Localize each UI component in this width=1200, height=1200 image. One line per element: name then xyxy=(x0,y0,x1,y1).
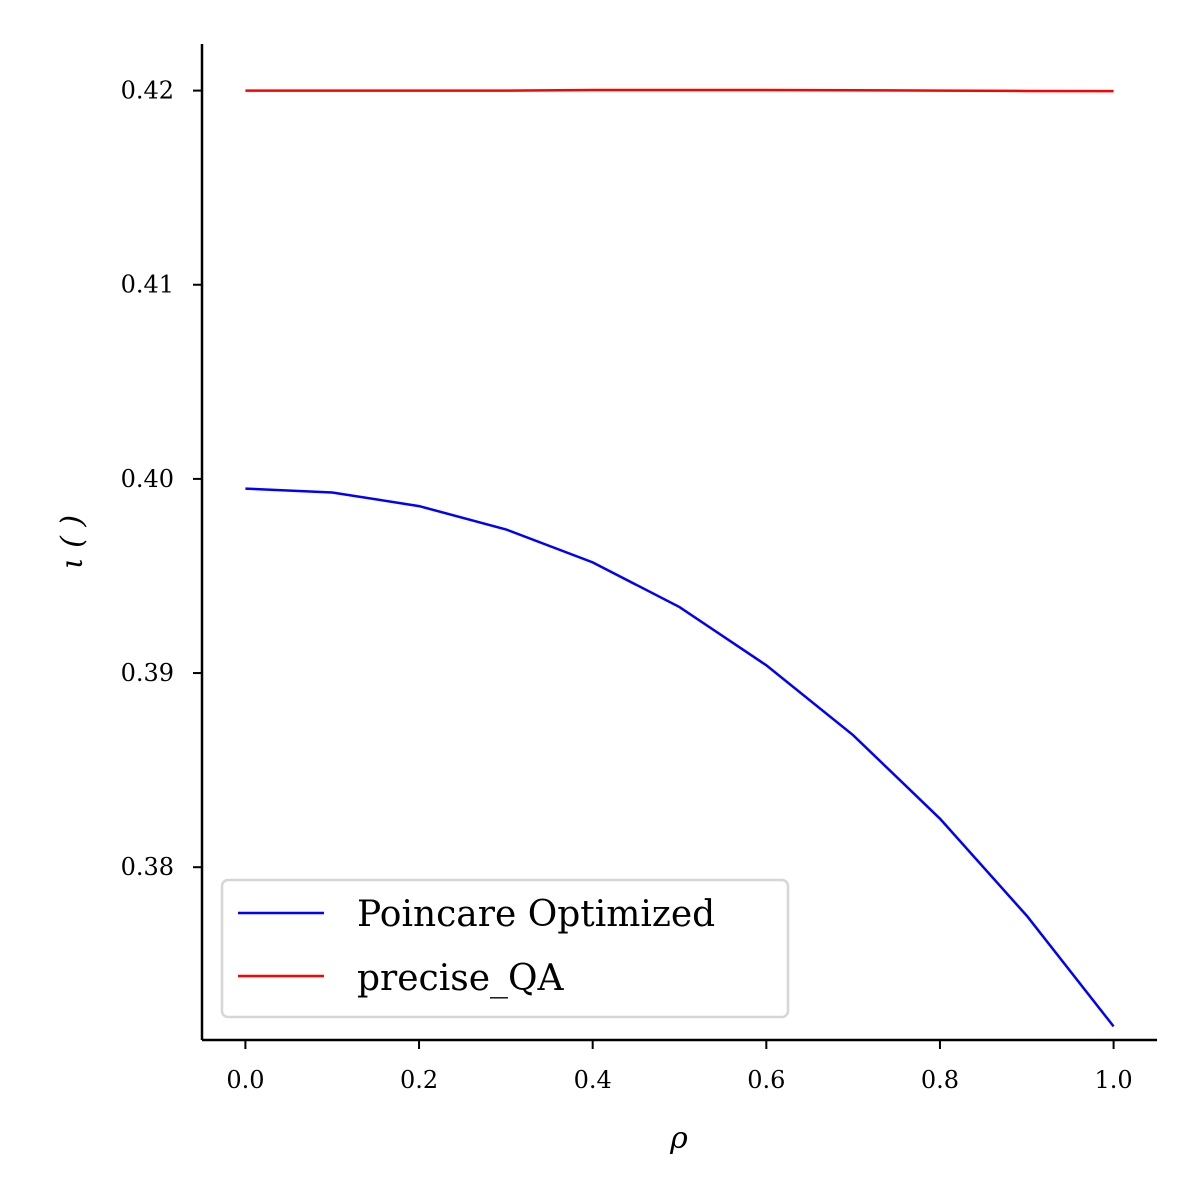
legend-box xyxy=(220,878,790,1019)
x-ticks: 0.0 0.2 0.4 0.6 0.8 1.0 xyxy=(226,1040,1133,1094)
plot-area xyxy=(245,88,1115,1028)
y-tick-label: 0.41 xyxy=(121,271,174,299)
legend-label-precise-qa: precise_QA xyxy=(357,958,565,999)
x-tick-label: 0.2 xyxy=(400,1066,438,1094)
y-ticks: 0.38 0.39 0.40 0.41 0.42 xyxy=(121,77,202,881)
y-tick-label: 0.42 xyxy=(121,77,174,105)
series-line-0 xyxy=(245,487,1115,1028)
x-tick-label: 0.0 xyxy=(226,1066,264,1094)
x-tick-label: 0.6 xyxy=(747,1066,785,1094)
x-tick-label: 0.4 xyxy=(574,1066,612,1094)
x-tick-label: 1.0 xyxy=(1095,1066,1133,1094)
legend: Poincare Optimized precise_QA xyxy=(220,878,790,1019)
y-tick-label: 0.39 xyxy=(121,659,174,687)
x-axis-label: ρ xyxy=(669,1121,688,1156)
y-tick-label: 0.40 xyxy=(121,465,174,493)
x-tick-label: 0.8 xyxy=(921,1066,959,1094)
legend-label-poincare: Poincare Optimized xyxy=(357,894,715,935)
series-line-1 xyxy=(245,88,1114,93)
y-tick-label: 0.38 xyxy=(121,853,174,881)
axes xyxy=(200,44,1157,1042)
y-axis-label: ι ( ) xyxy=(55,515,90,569)
